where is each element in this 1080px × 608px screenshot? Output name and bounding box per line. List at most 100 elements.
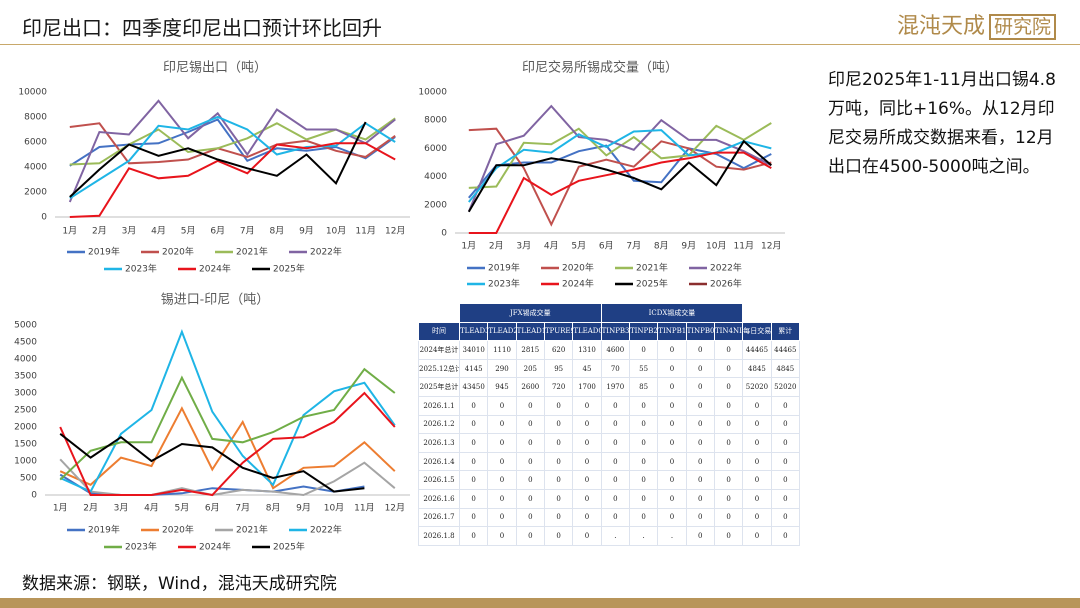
table-cell: 0 (543, 507, 574, 528)
y-tick-label: 10000 (18, 88, 47, 98)
y-tick-label: 8000 (424, 116, 447, 126)
column-header: TLEAD050 (572, 321, 602, 342)
table-cell: 0 (600, 507, 630, 528)
column-header: TLEAD200 (487, 321, 517, 342)
table-cell: 0 (742, 488, 772, 509)
logo-name: 混沌天成 (896, 14, 985, 39)
x-tick-label: 7月 (240, 226, 255, 237)
table-cell: 0 (628, 451, 659, 472)
column-header: TIN4NINE (713, 321, 744, 342)
y-tick-label: 4000 (14, 355, 37, 365)
table-cell: 1110 (487, 340, 517, 360)
table-cell: 0 (657, 470, 687, 490)
table-cell: 2815 (515, 340, 545, 360)
y-tick-label: 10000 (418, 88, 447, 98)
table-cell: 2026.1.4 (418, 451, 460, 472)
table-cell: 0 (543, 433, 574, 453)
x-tick-label: 9月 (296, 503, 311, 514)
table-cell: 0 (458, 526, 489, 546)
logo-unit: 研究院 (988, 14, 1056, 40)
x-tick-label: 3月 (516, 241, 531, 252)
x-tick-label: 9月 (681, 241, 696, 252)
legend-label: 2020年 (162, 246, 194, 258)
table-cell: 2600 (515, 377, 545, 397)
chart-title: 印尼锡出口（吨） (163, 61, 267, 76)
table-cell: 0 (685, 470, 715, 490)
table-cell: 4600 (600, 340, 630, 360)
table-cell: 0 (458, 433, 489, 453)
logo: 混沌天成 研究院 (897, 8, 1056, 40)
table-cell: 0 (713, 433, 744, 453)
legend-label: 2020年 (562, 262, 594, 274)
series-line (59, 367, 396, 481)
table-cell: . (600, 526, 630, 546)
table-cell: 0 (515, 488, 545, 509)
table-cell: 44465 (742, 340, 772, 360)
table-cell: 0 (742, 414, 772, 435)
table-cell: 0 (685, 488, 715, 509)
group-row: JFX锡成交量 ICDX锡成交量 (418, 303, 801, 323)
legend-label: 2021年 (236, 246, 268, 258)
table-cell: 0 (600, 433, 630, 453)
table-cell: 0 (628, 395, 659, 416)
column-header: TLEAD100 (515, 321, 545, 342)
table-cell: 0 (628, 488, 659, 509)
table-row: 2026.1.5 0 0 0 0 0 0 0 0 0 0 0 0 (418, 470, 801, 490)
x-tick-label: 2月 (92, 226, 107, 237)
group-header: JFX锡成交量 (459, 303, 602, 323)
table-cell: 0 (713, 377, 744, 397)
x-tick-label: 7月 (626, 241, 641, 252)
table-cell: 1700 (572, 377, 602, 397)
table-cell: 0 (600, 395, 630, 416)
legend-label: 2025年 (273, 263, 305, 275)
table-cell: 1970 (600, 377, 630, 397)
table-row: 2024年总计 34010 1110 2815 620 1310 4600 0 0 0 0 44465… (418, 340, 801, 360)
table-cell: 70 (600, 358, 630, 379)
x-tick-label: 12月 (385, 226, 405, 237)
table-cell: 0 (487, 470, 517, 490)
header-row: 时间TLEAD300TLEAD200TLEAD100TPURE999TLEAD0… (418, 321, 801, 342)
x-tick-label: 8月 (266, 503, 281, 514)
x-tick-label: 12月 (761, 241, 781, 252)
y-tick-label: 5000 (14, 321, 37, 331)
table-cell: 0 (572, 488, 602, 509)
legend-label: 2019年 (88, 524, 120, 536)
column-header: 时间 (418, 321, 460, 342)
legend-label: 2022年 (310, 246, 342, 258)
table-cell: 0 (628, 414, 659, 435)
legend-label: 2023年 (125, 541, 157, 553)
x-tick-label: 6月 (210, 226, 225, 237)
table-cell: 0 (543, 526, 574, 546)
x-tick-label: 11月 (354, 503, 374, 514)
header-line (0, 44, 1080, 45)
table-row: 2026.1.1 0 0 0 0 0 0 0 0 0 0 0 0 (418, 395, 801, 416)
x-tick-label: 6月 (205, 503, 220, 514)
table-cell: 0 (515, 395, 545, 416)
x-tick-label: 4月 (151, 226, 166, 237)
y-tick-label: 8000 (24, 113, 47, 123)
y-tick-label: 4000 (424, 172, 447, 182)
y-tick-label: 500 (20, 474, 37, 484)
y-tick-label: 0 (41, 213, 47, 223)
table-cell: 0 (657, 433, 687, 453)
table-row: 2026.1.8 0 0 0 0 0... 0 0 0 0 (418, 526, 801, 546)
y-tick-label: 4000 (24, 163, 47, 173)
table-cell: 0 (458, 395, 489, 416)
table-cell: 85 (628, 377, 659, 397)
table-cell: 0 (458, 470, 489, 490)
table-cell: 0 (685, 433, 715, 453)
blank-cell (418, 303, 460, 323)
series-line (59, 406, 396, 490)
table-row: 2026.1.4 0 0 0 0 0 0 0 0 0 0 0 0 (418, 451, 801, 472)
table-cell: 2025年总计 (418, 377, 460, 397)
x-tick-label: 8月 (270, 226, 285, 237)
table-cell: 0 (657, 377, 687, 397)
table-cell: 0 (685, 340, 715, 360)
x-tick-label: 4月 (144, 503, 159, 514)
y-tick-label: 6000 (24, 138, 47, 148)
table-cell: 0 (657, 488, 687, 509)
table-cell: 0 (713, 358, 744, 379)
table-cell: 0 (628, 470, 659, 490)
column-header: TINPB050 (685, 321, 715, 342)
table-cell: 4145 (458, 358, 489, 379)
